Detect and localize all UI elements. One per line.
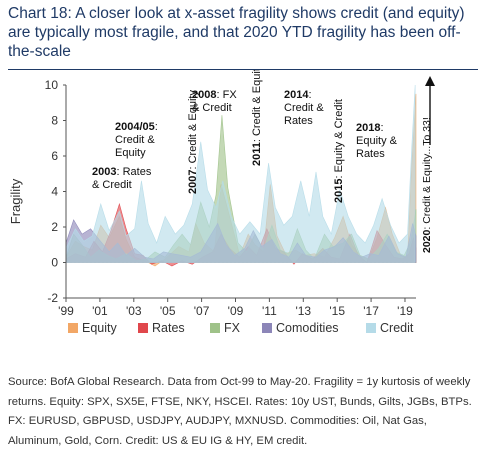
legend-swatch <box>262 323 272 333</box>
legend-label: Equity <box>82 321 117 335</box>
annotation-line: 2008: FX <box>192 89 237 101</box>
y-tick-label: 8 <box>51 114 58 128</box>
annotation-2011: 2011: Credit & Equity <box>251 70 263 166</box>
legend-swatch <box>210 323 220 333</box>
y-tick-label: 2 <box>51 220 58 234</box>
y-tick-label: 10 <box>45 78 59 92</box>
annotation-2020: 2020: Credit & Equity...To 33! <box>421 117 433 253</box>
legend-swatch <box>138 323 148 333</box>
annotation-line: & Credit <box>92 179 132 191</box>
annotation-2015: 2015: Equity & Credit <box>333 99 345 203</box>
fragility-chart: -2 0 2 4 6 8 10 Fragility '99 '01 '03 '05 '07 '09 '11 '… <box>8 70 435 335</box>
legend-swatch <box>68 323 78 333</box>
area-series-credit <box>65 84 416 263</box>
annotation-line: Credit & <box>284 102 324 114</box>
legend-item-comodities: Comodities <box>262 321 339 335</box>
annotation-text: 2015: Equity & Credit <box>333 99 345 203</box>
x-tick-label: '05 <box>160 304 176 318</box>
annotation-line: 2003: Rates <box>92 166 152 178</box>
legend-label: Credit <box>380 321 414 335</box>
annotation-2008: 2008: FX& Credit <box>192 89 237 114</box>
annotation-2007: 2007: Credit & Equity <box>187 90 199 194</box>
x-tick-label: '15 <box>329 304 345 318</box>
annotation-line: 2004/05: <box>115 121 158 133</box>
y-tick-label: 0 <box>51 256 58 270</box>
x-tick-label: '01 <box>92 304 108 318</box>
annotation-2003: 2003: Rates& Credit <box>92 166 152 191</box>
annotation-line: 2014: <box>284 89 312 101</box>
x-tick-label: '19 <box>397 304 413 318</box>
x-tick-label: '11 <box>262 304 277 318</box>
legend-label: Comodities <box>276 321 339 335</box>
annotation-2014: 2014:Credit &Rates <box>284 89 324 127</box>
y-tick-label: 4 <box>51 185 58 199</box>
legend-label: FX <box>224 321 241 335</box>
annotation-line: Equity & <box>356 135 398 147</box>
annotation-line: Credit & <box>115 134 155 146</box>
annotation-text: 2020: Credit & Equity...To 33! <box>421 117 433 253</box>
annotation-2004-05: 2004/05:Credit &Equity <box>115 121 158 159</box>
legend-swatch <box>366 323 376 333</box>
x-tick-label: '99 <box>58 304 74 318</box>
y-tick-label: -2 <box>47 291 58 305</box>
annotation-line: 2018: <box>356 122 384 134</box>
annotation-line: Rates <box>284 115 313 127</box>
annotation-text: 2007: Credit & Equity <box>187 90 199 194</box>
legend-item-equity: Equity <box>68 321 117 335</box>
x-tick-label: '13 <box>295 304 311 318</box>
x-tick-label: '09 <box>228 304 244 318</box>
x-tick-label: '07 <box>194 304 210 318</box>
legend-item-rates: Rates <box>138 321 185 335</box>
annotation-line: & Credit <box>192 102 232 114</box>
arrow-2020-head <box>425 76 435 86</box>
legend-item-fx: FX <box>210 321 241 335</box>
legend-item-credit: Credit <box>366 321 414 335</box>
y-axis-label: Fragility <box>8 178 23 224</box>
chart-title: Chart 18: A closer look at x-asset fragi… <box>8 5 465 60</box>
annotation-2018: 2018:Equity &Rates <box>356 122 398 160</box>
legend-label: Rates <box>152 321 185 335</box>
title-divider <box>8 69 478 70</box>
x-tick-label: '03 <box>126 304 142 318</box>
y-tick-label: 6 <box>51 149 58 163</box>
annotation-text: 2011: Credit & Equity <box>251 70 263 166</box>
annotation-line: Rates <box>356 148 385 160</box>
annotation-line: Equity <box>115 147 146 159</box>
x-tick-label: '17 <box>363 304 379 318</box>
source-note: Source: BofA Global Research. Data from … <box>8 376 472 447</box>
